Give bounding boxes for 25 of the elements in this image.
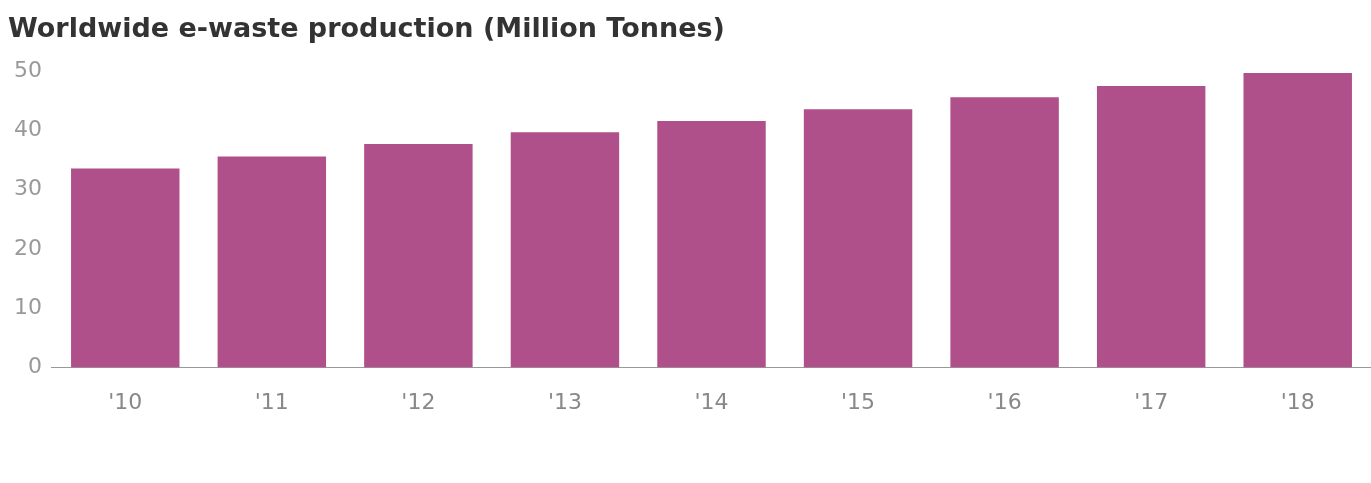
x-tick-label: '16: [987, 388, 1022, 414]
y-tick-label: 40: [13, 116, 42, 142]
x-tick-label: '17: [1134, 388, 1169, 414]
y-tick-label: 20: [13, 234, 42, 260]
chart-title: Worldwide e-waste production (Million Tonnes): [8, 12, 725, 43]
x-tick-label: '10: [108, 388, 143, 414]
bar: [71, 168, 180, 368]
bar: [217, 156, 327, 368]
bar: [1243, 72, 1352, 368]
x-tick-label: '15: [841, 388, 876, 414]
y-tick-label: 30: [13, 175, 42, 201]
bar: [950, 97, 1059, 368]
y-tick-label: 0: [27, 353, 42, 379]
bar: [657, 121, 766, 368]
x-tick-label: '13: [547, 388, 582, 414]
x-tick-label: '18: [1280, 388, 1315, 414]
x-tick-label: '12: [401, 388, 436, 414]
bar: [803, 109, 913, 368]
x-tick-label: '14: [694, 388, 729, 414]
y-tick-label: 50: [13, 56, 42, 82]
x-tick-label: '11: [254, 388, 289, 414]
bar: [1096, 86, 1206, 368]
y-tick-label: 10: [13, 294, 42, 320]
bar: [364, 144, 473, 368]
bar: [510, 132, 620, 368]
